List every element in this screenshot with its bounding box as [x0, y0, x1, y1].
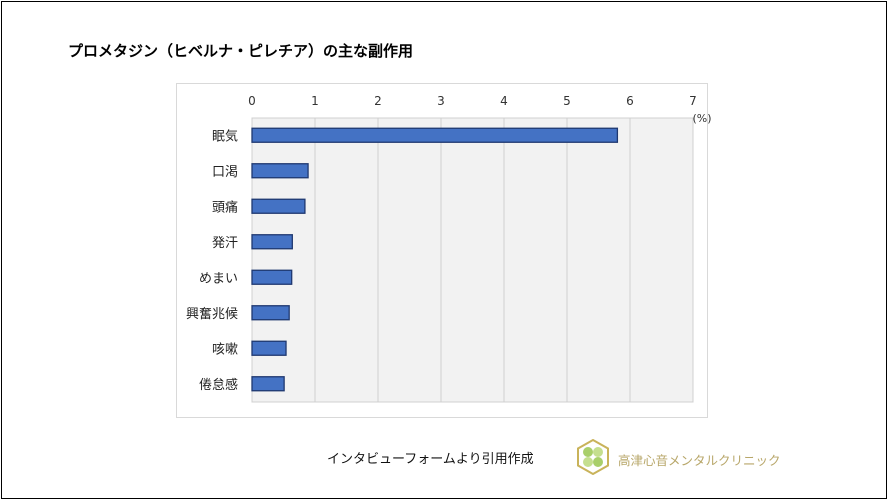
clinic-name: 高津心音メンタルクリニック — [618, 453, 781, 468]
bar — [251, 163, 309, 179]
x-tick-label: 4 — [500, 94, 508, 108]
x-tick-label: 2 — [374, 94, 382, 108]
x-tick-label: 0 — [248, 94, 256, 108]
x-tick-label: 1 — [311, 94, 319, 108]
x-tick-label: 5 — [563, 94, 571, 108]
category-label: 眠気 — [212, 128, 238, 144]
bar — [251, 234, 293, 250]
bar — [251, 198, 306, 214]
bar — [251, 127, 619, 143]
source-note: インタビューフォームより引用作成 — [327, 452, 534, 467]
category-label: 興奮兆候 — [186, 307, 238, 322]
bar — [251, 340, 287, 356]
category-label: 頭痛 — [212, 199, 238, 215]
plot-area — [251, 117, 694, 403]
category-label: めまい — [199, 271, 238, 286]
x-tick-label: 6 — [626, 94, 634, 108]
x-tick-label: 7 — [689, 94, 697, 108]
page-title: プロメタジン（ヒベルナ・ピレチア）の主な副作用 — [68, 42, 414, 60]
bar — [251, 269, 293, 285]
category-label: 咳嗽 — [212, 342, 238, 357]
x-tick-label: 3 — [437, 94, 445, 108]
category-label: 倦怠感 — [199, 377, 238, 393]
bar — [251, 376, 285, 392]
unit-label: (%) — [692, 112, 711, 125]
category-label: 発汗 — [212, 236, 238, 251]
bar — [251, 305, 290, 321]
category-label: 口渇 — [212, 164, 238, 180]
clinic-logo-icon — [577, 439, 609, 475]
